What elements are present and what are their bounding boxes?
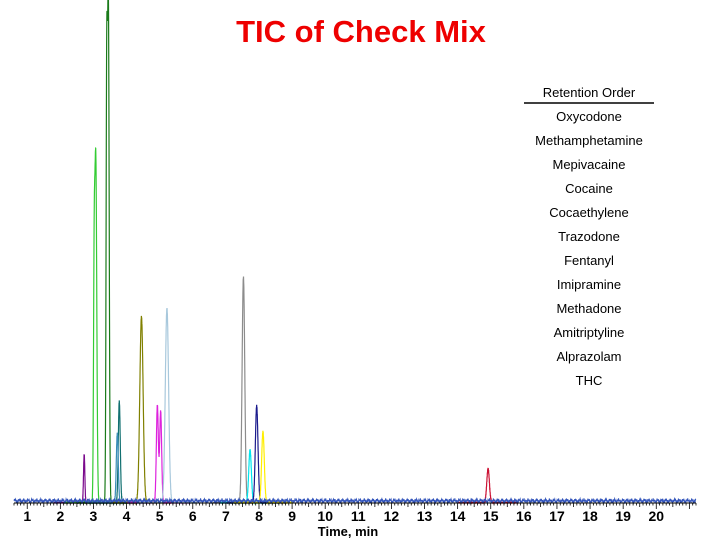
- x-tick-label-2: 2: [56, 508, 64, 524]
- legend-entry-methamphetamine: Methamphetamine: [535, 133, 643, 148]
- x-tick-label-19: 19: [615, 508, 631, 524]
- legend-entry-alprazolam: Alprazolam: [556, 349, 621, 364]
- legend-entry-imipramine: Imipramine: [557, 277, 621, 292]
- chart-title: TIC of Check Mix: [236, 14, 487, 49]
- x-tick-label-9: 9: [288, 508, 296, 524]
- x-tick-label-17: 17: [549, 508, 565, 524]
- x-axis-label: Time, min: [318, 524, 379, 539]
- x-tick-label-18: 18: [582, 508, 598, 524]
- x-tick-label-15: 15: [483, 508, 499, 524]
- x-axis: 1 2 3 4 5 6 7 8 9 10 11 12 13 14 15 16 17 18 19 20: [13, 502, 697, 524]
- legend-entry-cocaine: Cocaine: [565, 181, 613, 196]
- x-tick-label-12: 12: [384, 508, 400, 524]
- legend-entry-trazodone: Trazodone: [558, 229, 620, 244]
- series-line-13: [457, 467, 519, 505]
- legend-entry-mepivacaine: Mepivacaine: [553, 157, 626, 172]
- x-tick-label-7: 7: [222, 508, 230, 524]
- series-line-8: [136, 307, 198, 505]
- x-tick-label-5: 5: [156, 508, 164, 524]
- legend-entry-fentanyl: Fentanyl: [564, 253, 614, 268]
- x-tick-label-8: 8: [255, 508, 263, 524]
- x-tick-label-13: 13: [417, 508, 433, 524]
- plot-area: [13, 0, 697, 506]
- legend-entry-thc: THC: [576, 373, 603, 388]
- legend-entry-oxycodone: Oxycodone: [556, 109, 622, 124]
- legend-entry-amitriptyline: Amitriptyline: [554, 325, 625, 340]
- x-tick-label-6: 6: [189, 508, 197, 524]
- x-tick-label-10: 10: [317, 508, 333, 524]
- legend-entry-cocaethylene: Cocaethylene: [549, 205, 629, 220]
- baseline-trace: [13, 496, 697, 505]
- x-tick-label-20: 20: [648, 508, 664, 524]
- x-tick-label-4: 4: [123, 508, 131, 524]
- series-line-3: [76, 0, 139, 505]
- legend-entry-methadone: Methadone: [556, 301, 621, 316]
- series-line-7: [126, 404, 192, 505]
- series-line-10: [219, 448, 281, 505]
- x-tick-label-14: 14: [450, 508, 466, 524]
- legend: Retention Order Oxycodone Methamphetamine…: [524, 85, 654, 388]
- x-tick-label-16: 16: [516, 508, 532, 524]
- series-line-11: [226, 404, 287, 505]
- series-line-12: [232, 430, 294, 505]
- legend-title: Retention Order: [543, 85, 636, 100]
- x-tick-label-3: 3: [90, 508, 98, 524]
- x-tick-label-1: 1: [23, 508, 31, 524]
- x-tick-label-11: 11: [351, 508, 366, 524]
